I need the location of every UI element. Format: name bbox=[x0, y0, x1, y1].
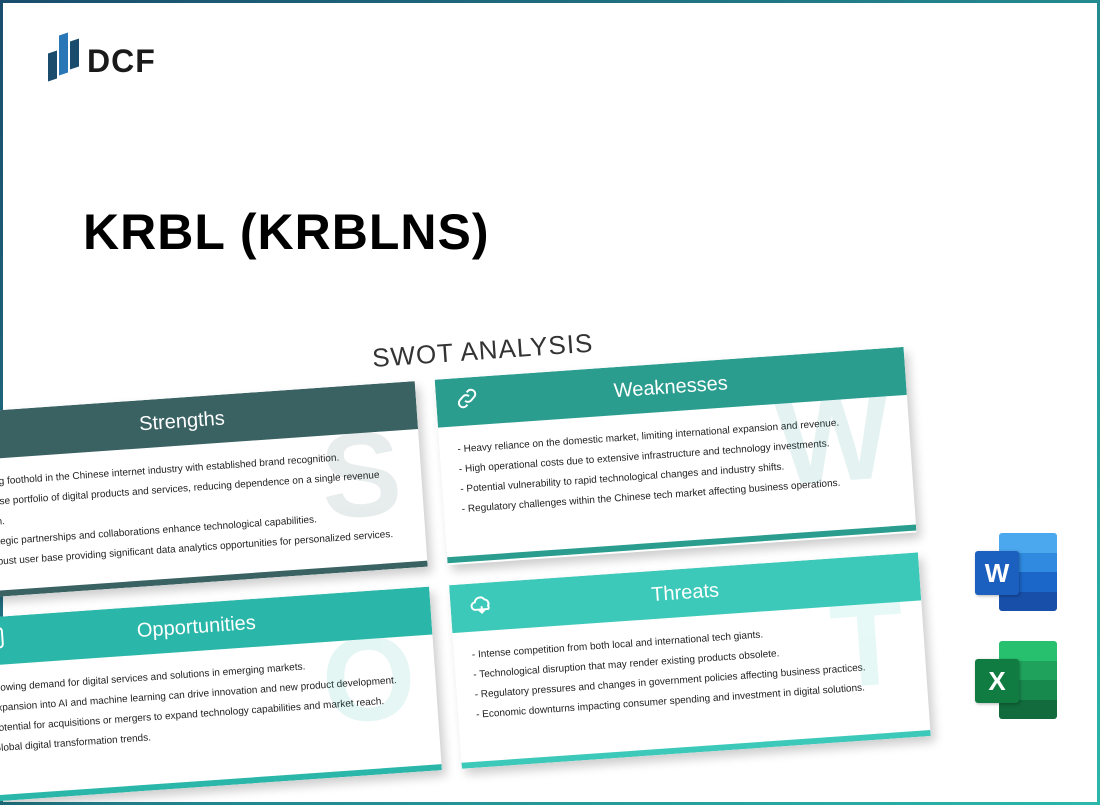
logo-icon bbox=[48, 38, 79, 84]
swot-card-opportunities: Opportunities O Growing demand for digit… bbox=[0, 587, 442, 803]
logo-text: DCF bbox=[87, 43, 156, 80]
item-list: Strong foothold in the Chinese internet … bbox=[0, 444, 408, 574]
link-icon bbox=[453, 385, 481, 419]
swot-card-weaknesses: Weaknesses W Heavy reliance on the domes… bbox=[435, 347, 917, 565]
swot-diagram: SWOT ANALYSIS Strengths S Strong foothol… bbox=[0, 306, 931, 803]
excel-badge: X bbox=[975, 659, 1019, 703]
card-title: Weaknesses bbox=[613, 372, 728, 403]
item-list: Heavy reliance on the domestic market, l… bbox=[457, 410, 896, 520]
swot-card-threats: Threats T Intense competition from both … bbox=[449, 552, 931, 768]
swot-grid: Strengths S Strong foothold in the Chine… bbox=[0, 347, 931, 803]
item-list: Intense competition from both local and … bbox=[471, 616, 910, 726]
word-file-icon: W bbox=[975, 533, 1057, 611]
logo: DCF bbox=[48, 38, 156, 84]
card-title: Opportunities bbox=[136, 611, 256, 642]
excel-file-icon: X bbox=[975, 641, 1057, 719]
file-icons: W X bbox=[975, 533, 1057, 719]
word-badge: W bbox=[975, 551, 1019, 595]
card-title: Strengths bbox=[138, 407, 225, 436]
swot-card-strengths: Strengths S Strong foothold in the Chine… bbox=[0, 381, 428, 599]
cloud-icon bbox=[468, 590, 496, 624]
item-list: Growing demand for digital services and … bbox=[0, 650, 421, 760]
card-title: Threats bbox=[651, 579, 720, 607]
page-title: KRBL (KRBLNS) bbox=[83, 203, 489, 261]
chart-icon bbox=[0, 624, 7, 658]
